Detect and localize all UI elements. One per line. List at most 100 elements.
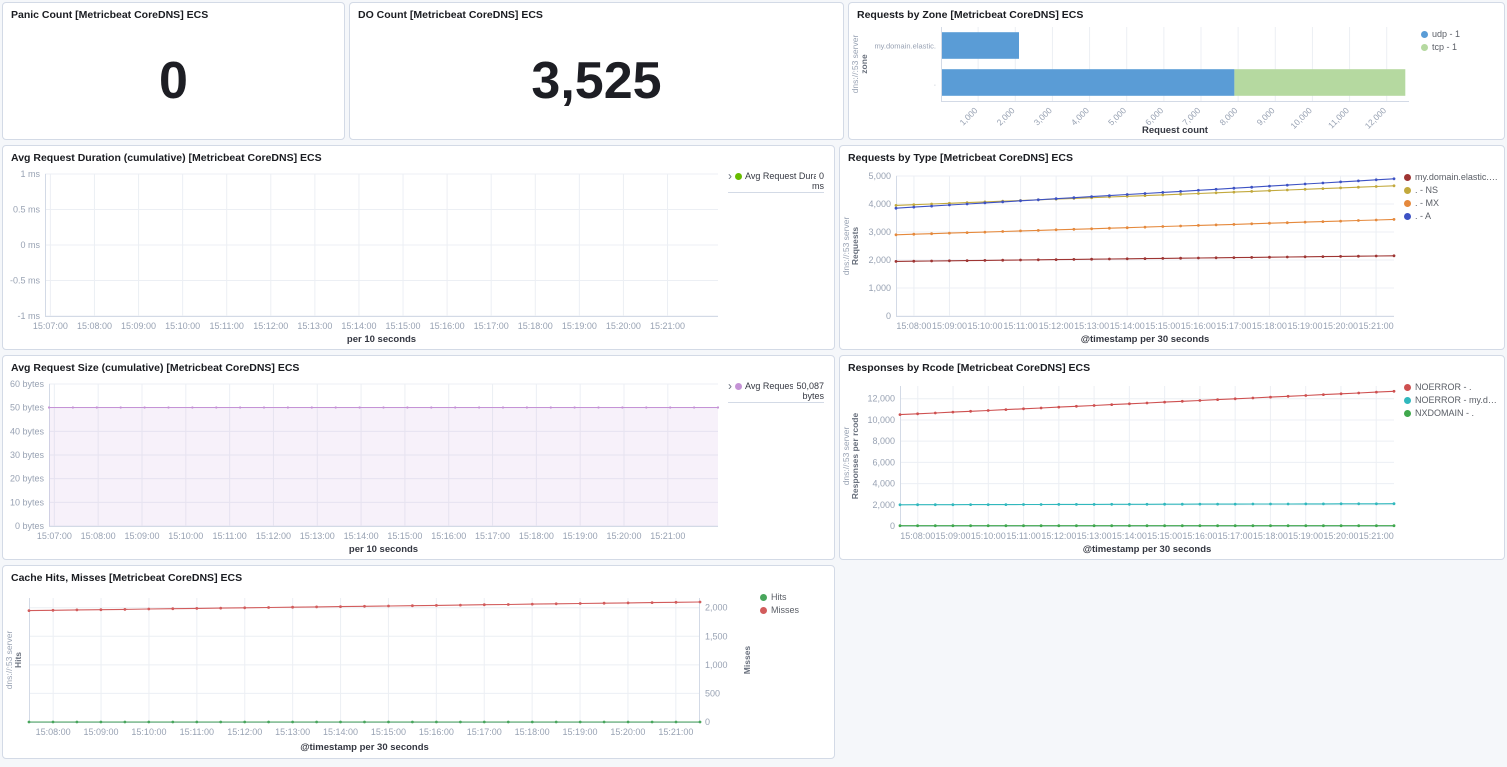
panel-title-cache-hits-misses[interactable]: Cache Hits, Misses [Metricbeat CoreDNS] …	[11, 572, 243, 584]
svg-text:0 bytes: 0 bytes	[15, 521, 45, 531]
svg-text:15:11:00: 15:11:00	[212, 531, 246, 541]
legend-swatch	[1404, 186, 1411, 194]
svg-text:4,000: 4,000	[1069, 105, 1091, 127]
panel-title-requests-by-type[interactable]: Requests by Type [Metricbeat CoreDNS] EC…	[848, 152, 1074, 164]
svg-text:2,000: 2,000	[995, 105, 1017, 127]
panel-avg-request-size: Avg Request Size (cumulative) [Metricbea…	[2, 355, 835, 560]
avg-request-size-chart: 0 bytes 10 bytes 20 bytes 30 bytes 40 bytes 5…	[10, 379, 720, 555]
panel-title-avg-request-size[interactable]: Avg Request Size (cumulative) [Metricbea…	[11, 362, 300, 374]
legend-label: Hits	[771, 592, 787, 602]
svg-text:50 bytes: 50 bytes	[10, 403, 45, 413]
svg-text:15:15:00: 15:15:00	[1145, 321, 1180, 331]
legend-collapse-chevron-icon[interactable]: ›	[728, 379, 732, 393]
svg-text:15:19:00: 15:19:00	[1288, 531, 1323, 541]
svg-text:20 bytes: 20 bytes	[10, 474, 45, 484]
svg-text:15:17:00: 15:17:00	[1216, 321, 1251, 331]
legend-unit: ms	[812, 181, 824, 191]
requests-by-type-body: 0 1,000 2,000 3,000 4,000 5,000 15:08:00 15:09:…	[840, 166, 1504, 349]
legend-swatch	[1404, 199, 1411, 207]
svg-text:4,000: 4,000	[868, 199, 891, 209]
svg-text:15:09:00: 15:09:00	[936, 531, 971, 541]
legend-item[interactable]: udp - 1	[1421, 29, 1500, 39]
svg-text:500: 500	[705, 688, 720, 698]
svg-text:15:12:00: 15:12:00	[256, 531, 291, 541]
legend-item[interactable]: my.domain.elastic. - A	[1404, 172, 1500, 182]
svg-text:15:13:00: 15:13:00	[275, 727, 310, 737]
panel-title-panic-count[interactable]: Panic Count [Metricbeat CoreDNS] ECS	[11, 9, 209, 21]
svg-text:10,000: 10,000	[1288, 105, 1314, 131]
legend-swatch	[735, 172, 742, 180]
legend-item[interactable]: . - A	[1404, 211, 1500, 221]
legend-item[interactable]: . - NS	[1404, 185, 1500, 195]
svg-text:15:20:00: 15:20:00	[606, 531, 641, 541]
svg-text:15:10:00: 15:10:00	[971, 531, 1006, 541]
svg-text:@timestamp per 30 seconds: @timestamp per 30 seconds	[300, 742, 429, 753]
requests-by-zone-legend: udp - 1 tcp - 1	[1419, 23, 1504, 52]
panel-title-avg-request-duration[interactable]: Avg Request Duration (cumulative) [Metri…	[11, 152, 322, 164]
cache-hits-misses-chart: 0 500 1,000 1,500 2,000 15:08:00 15:09:00 15:10…	[4, 598, 752, 753]
svg-text:15:11:00: 15:11:00	[1003, 321, 1037, 331]
panel-title-requests-by-zone[interactable]: Requests by Zone [Metricbeat CoreDNS] EC…	[857, 9, 1084, 21]
svg-text:Request count: Request count	[1142, 125, 1209, 136]
requests-by-type-legend: my.domain.elastic. - A . - NS . - MX . - A	[1402, 166, 1504, 221]
legend-item[interactable]: NXDOMAIN - .	[1404, 408, 1500, 418]
svg-text:15:21:00: 15:21:00	[650, 531, 685, 541]
panel-requests-by-zone: Requests by Zone [Metricbeat CoreDNS] EC…	[848, 2, 1505, 140]
svg-text:15:11:00: 15:11:00	[1006, 531, 1040, 541]
cache-hits-misses-legend: Hits Misses	[758, 586, 834, 615]
svg-text:1 ms: 1 ms	[20, 169, 40, 179]
svg-text:15:20:00: 15:20:00	[1323, 531, 1358, 541]
legend-item[interactable]: NOERROR - .	[1404, 382, 1500, 392]
legend-item[interactable]: tcp - 1	[1421, 42, 1500, 52]
legend-unit: bytes	[802, 391, 824, 401]
svg-text:1,000: 1,000	[705, 660, 728, 670]
panic-count-value: 0	[159, 52, 188, 110]
svg-text:zone: zone	[859, 54, 869, 74]
legend-entry[interactable]: › Avg Request ... 50,087 bytes	[728, 379, 824, 403]
legend-swatch	[760, 593, 767, 601]
svg-text:15:14:00: 15:14:00	[344, 531, 379, 541]
legend-item[interactable]: Misses	[760, 605, 830, 615]
legend-swatch	[1404, 212, 1411, 220]
svg-text:15:19:00: 15:19:00	[563, 531, 598, 541]
panel-title-do-count[interactable]: DO Count [Metricbeat CoreDNS] ECS	[358, 9, 543, 21]
panel-do-count: DO Count [Metricbeat CoreDNS] ECS 3,525	[349, 2, 844, 140]
svg-text:15:09:00: 15:09:00	[932, 321, 967, 331]
legend-label: Misses	[771, 605, 800, 615]
legend-item[interactable]: NOERROR - my.dom...	[1404, 395, 1500, 405]
svg-text:15:13:00: 15:13:00	[297, 321, 332, 331]
svg-text:0: 0	[886, 311, 891, 321]
svg-text:12,000: 12,000	[1363, 105, 1389, 131]
svg-text:11,000: 11,000	[1326, 105, 1351, 130]
legend-item[interactable]: Hits	[760, 592, 830, 602]
legend-entry[interactable]: › Avg Request Dura... 0 ms	[728, 169, 824, 193]
svg-text:40 bytes: 40 bytes	[10, 426, 45, 436]
dashboard-row-3: Avg Request Size (cumulative) [Metricbea…	[2, 355, 1505, 560]
dashboard-row-4: Cache Hits, Misses [Metricbeat CoreDNS] …	[2, 565, 1505, 759]
legend-collapse-chevron-icon[interactable]: ›	[728, 169, 732, 183]
requests-by-zone-body: 1,000 2,000 3,000 4,000 5,000 6,000 7,000 8,000…	[849, 23, 1504, 139]
svg-text:3,000: 3,000	[868, 227, 891, 237]
svg-text:15:17:00: 15:17:00	[467, 727, 502, 737]
requests-by-zone-chart: 1,000 2,000 3,000 4,000 5,000 6,000 7,000 8,000…	[850, 27, 1409, 136]
svg-text:@timestamp per 30 seconds: @timestamp per 30 seconds	[1081, 334, 1210, 345]
svg-text:15:12:00: 15:12:00	[1039, 321, 1074, 331]
svg-text:2,000: 2,000	[868, 255, 891, 265]
svg-text:8,000: 8,000	[1217, 105, 1239, 127]
svg-text:dns://:53 server: dns://:53 server	[850, 35, 860, 94]
svg-text:15:08:00: 15:08:00	[36, 727, 71, 737]
svg-text:15:18:00: 15:18:00	[1253, 531, 1288, 541]
legend-label: . - NS	[1415, 185, 1439, 195]
svg-text:15:07:00: 15:07:00	[37, 531, 72, 541]
svg-text:@timestamp per 30 seconds: @timestamp per 30 seconds	[1083, 544, 1212, 555]
legend-item[interactable]: . - MX	[1404, 198, 1500, 208]
svg-text:dns://:53 server: dns://:53 server	[841, 217, 851, 276]
svg-text:2,000: 2,000	[705, 603, 728, 613]
svg-text:15:10:00: 15:10:00	[165, 321, 200, 331]
svg-text:15:16:00: 15:16:00	[430, 321, 465, 331]
panel-title-responses-by-rcode[interactable]: Responses by Rcode [Metricbeat CoreDNS] …	[848, 362, 1091, 374]
legend-label: NOERROR - my.dom...	[1415, 395, 1500, 405]
svg-text:9,000: 9,000	[1255, 105, 1277, 127]
avg-request-size-body: 0 bytes 10 bytes 20 bytes 30 bytes 40 bytes 5…	[3, 376, 834, 559]
panel-avg-request-duration: Avg Request Duration (cumulative) [Metri…	[2, 145, 835, 350]
